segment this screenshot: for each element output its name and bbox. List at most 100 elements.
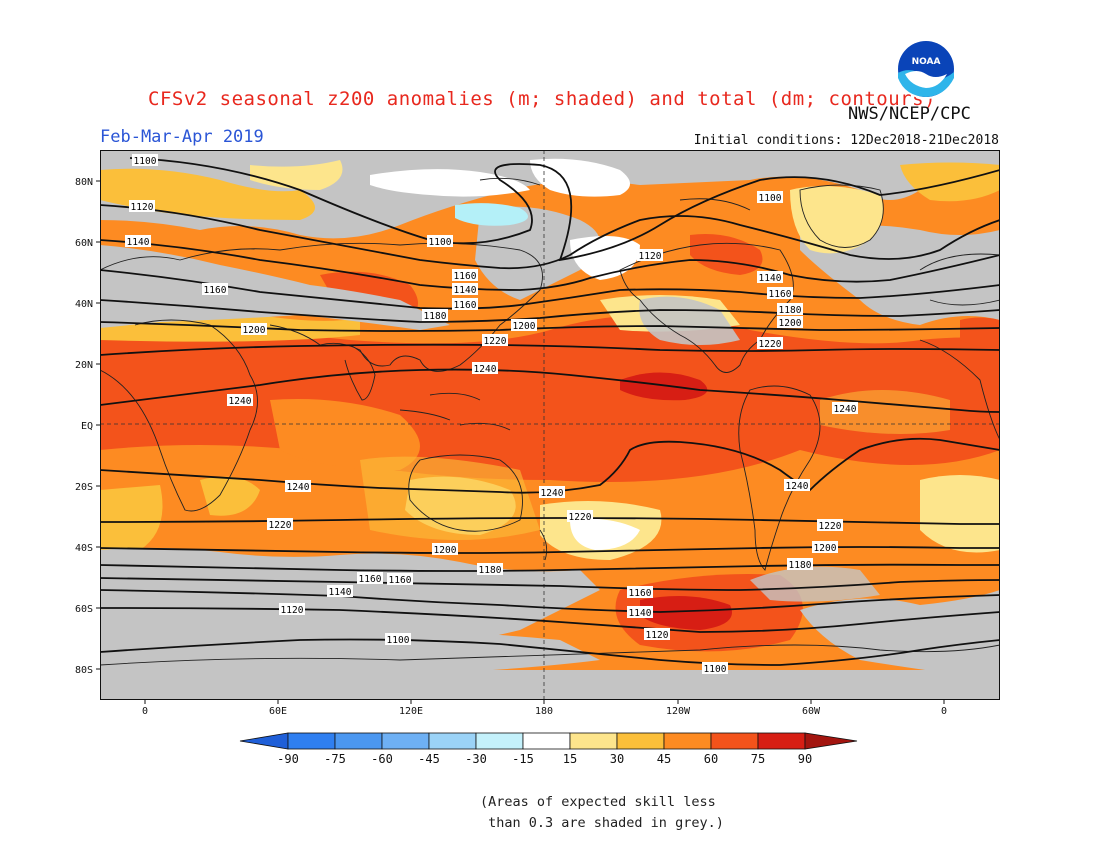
svg-text:1180: 1180	[479, 565, 502, 576]
contour-1220-north	[100, 343, 1000, 356]
skill-note-line1: (Areas of expected skill less	[480, 794, 716, 810]
svg-text:1180: 1180	[789, 560, 812, 571]
agency-label: NWS/NCEP/CPC	[848, 104, 971, 124]
svg-text:1180: 1180	[424, 311, 447, 322]
svg-text:1140: 1140	[454, 285, 477, 296]
svg-text:1200: 1200	[243, 325, 266, 336]
contour-label-1140: 1140	[757, 271, 783, 284]
contour-label-1160: 1160	[387, 573, 413, 586]
svg-text:1100: 1100	[704, 664, 727, 675]
latitude-label: 60N	[75, 238, 93, 249]
colorbar-label: -90	[277, 752, 299, 766]
svg-text:1160: 1160	[204, 285, 227, 296]
colorbar-label: 30	[610, 752, 624, 766]
svg-text:1200: 1200	[779, 318, 802, 329]
svg-text:1140: 1140	[629, 608, 652, 619]
contour-label-1180: 1180	[477, 563, 503, 576]
colorbar-arrow-right	[804, 732, 858, 750]
latitude-label: 80S	[75, 665, 93, 676]
anomaly-region	[960, 317, 1000, 347]
contour-1160-north	[100, 269, 1000, 310]
contour-label-1160: 1160	[767, 287, 793, 300]
anomaly-map: 1100 1100 1100 1100 1100 1120 1120 1120 1120 1140…	[99, 149, 1001, 701]
colorbar-segment	[616, 732, 665, 750]
contour-label-1120: 1120	[279, 603, 305, 616]
longitude-label: 180	[535, 706, 553, 717]
colorbar-segment	[757, 732, 806, 750]
contour-label-1160: 1160	[452, 298, 478, 311]
colorbar-segment	[710, 732, 759, 750]
contour-label-1240: 1240	[472, 362, 498, 375]
colorbar-label: -15	[512, 752, 534, 766]
anomaly-region	[455, 203, 528, 226]
svg-text:1100: 1100	[134, 156, 157, 167]
anomaly-region	[370, 169, 530, 197]
latitude-label: 20N	[75, 360, 93, 371]
anomaly-region	[790, 186, 884, 254]
anomaly-region	[620, 372, 708, 401]
contour-1120-north	[100, 204, 1000, 270]
contour-1160-south	[100, 577, 1000, 591]
contour-label-1100: 1100	[427, 235, 453, 248]
contour-label-1120: 1120	[637, 249, 663, 262]
latitude-label: 40N	[75, 299, 93, 310]
svg-text:1100: 1100	[759, 193, 782, 204]
contour-1240-north	[100, 368, 1000, 413]
colorbar-label: 60	[704, 752, 718, 766]
latitude-label: 80N	[75, 177, 93, 188]
contour-label-1200: 1200	[241, 323, 267, 336]
contour-1240-south	[100, 437, 1000, 494]
latitude-label: 40S	[75, 543, 93, 554]
svg-text:1160: 1160	[389, 575, 412, 586]
contour-1140-north	[100, 239, 1000, 291]
noaa-logo-text: NOAA	[912, 57, 941, 67]
colorbar-segment	[334, 732, 383, 750]
contour-label-1220: 1220	[567, 510, 593, 523]
svg-text:1160: 1160	[359, 574, 382, 585]
noaa-logo-icon: NOAA	[896, 39, 956, 99]
colorbar-label: -30	[465, 752, 487, 766]
svg-text:1240: 1240	[474, 364, 497, 375]
contour-label-1120: 1120	[129, 200, 155, 213]
colorbar-segment	[569, 732, 618, 750]
skill-note: (Areas of expected skill less than 0.3 a…	[480, 792, 724, 834]
svg-text:1220: 1220	[819, 521, 842, 532]
contour-label-1240: 1240	[832, 402, 858, 415]
contour-label-1240: 1240	[539, 486, 565, 499]
contour-label-1200: 1200	[432, 543, 458, 556]
contour-1140-south	[100, 589, 1000, 613]
contour-label-1240: 1240	[784, 479, 810, 492]
contour-labels: 1100 1100 1100 1100 1100 1120 1120 1120 1120 1140…	[125, 154, 858, 675]
svg-text:1240: 1240	[541, 488, 564, 499]
season-label: Feb-Mar-Apr 2019	[100, 127, 264, 147]
longitude-label: 60W	[802, 706, 821, 717]
map-panel: 1100 1100 1100 1100 1100 1120 1120 1120 1120 1140…	[99, 149, 1001, 701]
svg-text:1180: 1180	[779, 305, 802, 316]
contour-1180-north	[100, 299, 1000, 323]
initial-conditions-label: Initial conditions: 12Dec2018-21Dec2018	[693, 133, 999, 148]
svg-text:1240: 1240	[287, 482, 310, 493]
svg-text:1160: 1160	[769, 289, 792, 300]
contour-label-1220: 1220	[817, 519, 843, 532]
contour-label-1100: 1100	[757, 191, 783, 204]
colorbar: -90 -75 -60 -45 -30 -15 15 30 45 60 75 90	[239, 732, 858, 766]
contour-label-1160: 1160	[627, 586, 653, 599]
contour-label-1140: 1140	[627, 606, 653, 619]
contour-label-1180: 1180	[777, 303, 803, 316]
colorbar-segment	[522, 732, 571, 750]
colorbar-segment	[381, 732, 430, 750]
colorbar-label: -45	[418, 752, 440, 766]
anomaly-region	[920, 475, 1000, 553]
latitude-axis: 80N 60N 40N 20N EQ 20S 40S 60S 80S	[75, 177, 100, 676]
svg-text:1240: 1240	[786, 481, 809, 492]
contour-label-1180: 1180	[787, 558, 813, 571]
svg-text:1240: 1240	[229, 396, 252, 407]
colorbar-segment	[428, 732, 477, 750]
contour-label-1200: 1200	[511, 319, 537, 332]
colorbar-segment	[287, 732, 336, 750]
svg-text:1220: 1220	[759, 339, 782, 350]
svg-text:1200: 1200	[814, 543, 837, 554]
chart-title: CFSv2 seasonal z200 anomalies (m; shaded…	[148, 88, 936, 110]
contour-1100-north	[129, 157, 1000, 262]
contour-1100-south	[100, 638, 1000, 666]
